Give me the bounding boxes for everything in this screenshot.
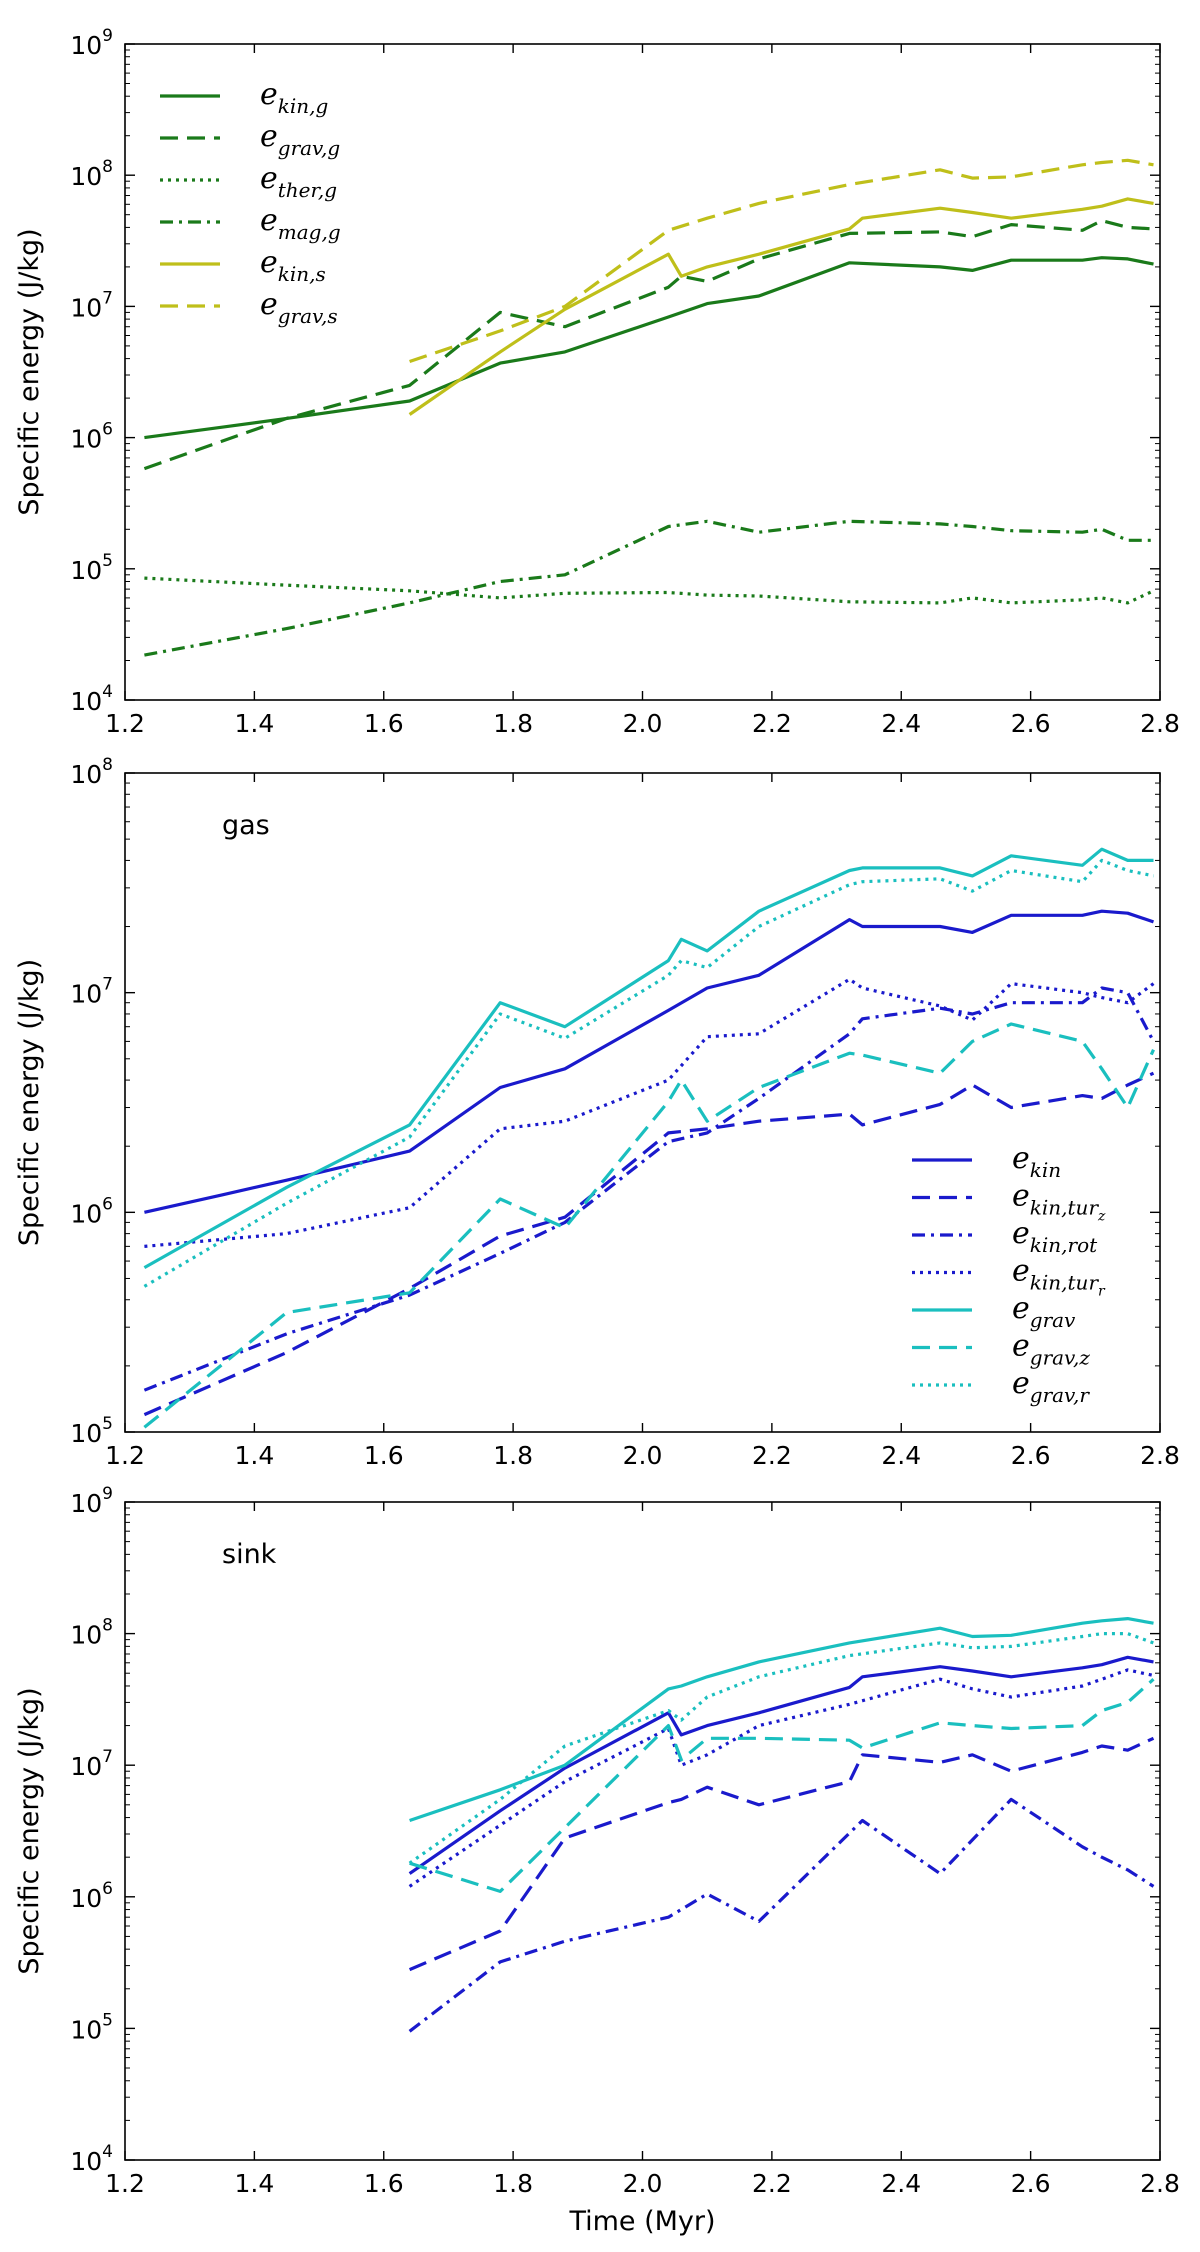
x-tick-label: 2.4 — [881, 709, 921, 738]
series-line-e-ther-g — [144, 576, 1155, 605]
panel-label: sink — [222, 1539, 277, 1570]
series-line-e-kin-tur-z — [408, 1736, 1155, 1972]
y-axis-label: Specific energy (J/kg) — [14, 959, 45, 1246]
x-tick-label: 1.6 — [364, 2169, 404, 2198]
x-tick-label: 1.8 — [493, 2169, 533, 2198]
y-tick-label: 104 — [70, 682, 113, 716]
legend-label: ekin,turr — [1012, 1254, 1106, 1300]
panel-2: 1.2 1.4 1.6 1.8 2.0 2.2 2.4 2.6 2.8 105 106 107 108 S… — [14, 755, 1180, 1470]
legend-label: egrav,g — [260, 119, 340, 160]
series-line-e-grav-r — [408, 1631, 1155, 1865]
y-tick-label: 108 — [70, 1616, 113, 1650]
series-line-e-kin-s — [408, 197, 1154, 416]
x-tick-label: 1.4 — [234, 2169, 274, 2198]
series-line-e-kin-tur-r — [408, 1668, 1154, 1888]
x-tick-label: 2.0 — [623, 1441, 663, 1470]
x-tick-label: 2.8 — [1140, 709, 1180, 738]
x-tick-label: 2.6 — [1011, 709, 1051, 738]
legend-label: ekin,rot — [1012, 1216, 1098, 1257]
legend-label: emag,g — [260, 203, 341, 244]
y-tick-label: 107 — [70, 975, 113, 1009]
x-tick-label: 2.2 — [752, 2169, 792, 2198]
series-line-e-mag-g — [144, 519, 1154, 657]
series-line-e-kin-rot — [408, 1797, 1155, 2033]
y-tick-label: 105 — [70, 551, 113, 585]
series-line-e-grav-z — [143, 1022, 1155, 1429]
series-line-e-grav-r — [143, 858, 1154, 1288]
legend-label: egrav,s — [260, 287, 338, 328]
y-tick-label: 109 — [70, 1484, 113, 1518]
y-tick-label: 105 — [70, 1414, 113, 1448]
series-line-e-kin — [144, 909, 1155, 1214]
x-tick-label: 2.0 — [623, 2169, 663, 2198]
x-tick-label: 2.2 — [752, 1441, 792, 1470]
x-tick-label: 2.4 — [881, 1441, 921, 1470]
x-tick-label: 2.0 — [623, 709, 663, 738]
x-tick-label: 1.4 — [234, 709, 274, 738]
series-line-e-grav — [409, 1616, 1154, 1823]
series-line-e-kin — [408, 1655, 1154, 1875]
series-line-e-grav-z — [409, 1678, 1155, 1894]
y-axis-label: Specific energy (J/kg) — [14, 1687, 45, 1974]
series-group — [143, 158, 1155, 657]
y-tick-label: 105 — [70, 2010, 113, 2044]
legend-label: egrav,z — [1012, 1329, 1090, 1370]
series-line-e-grav-g — [143, 219, 1154, 471]
y-tick-label: 106 — [70, 420, 113, 454]
legend-label: ekin,g — [260, 77, 328, 118]
axes-frame — [124, 1501, 1161, 2161]
x-tick-label: 2.6 — [1011, 2169, 1051, 2198]
y-tick-label: 106 — [70, 1194, 113, 1228]
y-tick-label: 107 — [70, 1747, 113, 1781]
y-axis-label: Specific energy (J/kg) — [14, 228, 45, 515]
y-tick-label: 108 — [70, 157, 113, 191]
series-group — [408, 1616, 1155, 2033]
legend-label: ekin,turz — [1012, 1179, 1106, 1225]
x-tick-label: 1.6 — [364, 709, 404, 738]
y-tick-label: 106 — [70, 1879, 113, 1913]
x-tick-label: 2.2 — [752, 709, 792, 738]
panel-1: 1.2 1.4 1.6 1.8 2.0 2.2 2.4 2.6 2.8 104 105 106 107 1… — [14, 26, 1180, 738]
legend-label: ether,g — [260, 161, 337, 202]
series-line-e-kin-tur-r — [144, 977, 1155, 1248]
series-line-e-kin-g — [144, 256, 1154, 440]
legend-label: egrav — [1012, 1291, 1076, 1332]
y-tick-label: 108 — [70, 755, 113, 789]
legend: ekinekin,turzekin,rotekin,turregravegrav… — [912, 1141, 1106, 1407]
series-line-e-kin-rot — [143, 986, 1155, 1392]
series-line-e-grav — [143, 847, 1154, 1269]
legend-label: ekin,s — [260, 245, 326, 286]
x-tick-label: 1.2 — [105, 709, 145, 738]
x-tick-label: 1.8 — [493, 1441, 533, 1470]
panel-3: 1.2 1.4 1.6 1.8 2.0 2.2 2.4 2.6 2.8 104 105 106 107 1… — [14, 1484, 1180, 2237]
x-axis-label: Time (Myr) — [568, 2206, 715, 2237]
y-tick-label: 107 — [70, 288, 113, 322]
series-group — [143, 847, 1155, 1429]
series-line-e-grav-s — [409, 158, 1154, 364]
x-tick-label: 1.4 — [234, 1441, 274, 1470]
legend-label: egrav,r — [1012, 1366, 1090, 1407]
x-tick-label: 2.4 — [881, 2169, 921, 2198]
x-tick-label: 2.6 — [1011, 1441, 1051, 1470]
y-tick-label: 109 — [70, 26, 113, 60]
x-tick-label: 2.8 — [1140, 1441, 1180, 1470]
panel-label: gas — [222, 810, 270, 841]
series-line-e-kin-tur-z — [143, 1071, 1155, 1417]
x-tick-label: 2.8 — [1140, 2169, 1180, 2198]
x-tick-label: 1.6 — [364, 1441, 404, 1470]
x-tick-label: 1.2 — [105, 2169, 145, 2198]
legend-label: ekin — [1012, 1141, 1061, 1182]
x-tick-label: 1.8 — [493, 709, 533, 738]
x-tick-label: 1.2 — [105, 1441, 145, 1470]
y-tick-label: 104 — [70, 2142, 113, 2176]
